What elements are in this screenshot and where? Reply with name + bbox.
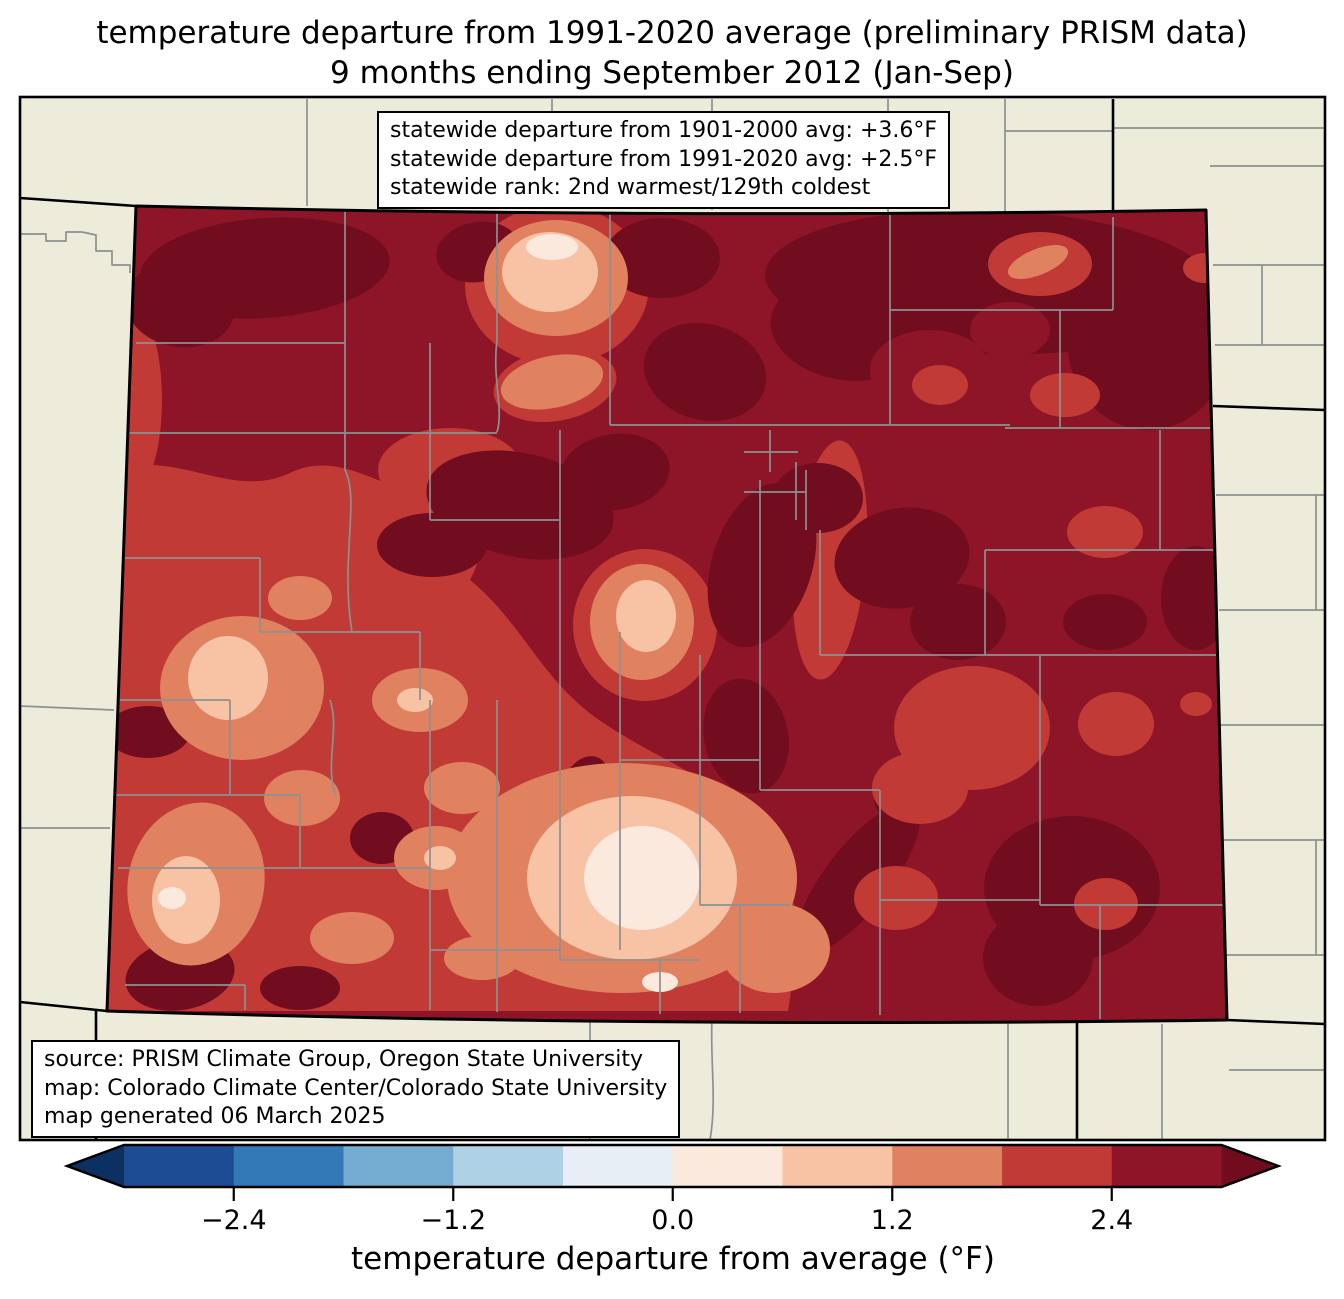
colorbar-left-arrow [67,1145,124,1187]
colorbar-tick-label: −1.2 [420,1205,487,1236]
colorbar-segments [124,1145,1223,1187]
map-axes [18,95,1327,1142]
colorbar-axis-label: temperature departure from average (°F) [351,1241,995,1277]
source-line1: source: PRISM Climate Group, Oregon Stat… [44,1047,644,1072]
colorado-county-lines [107,209,1227,1019]
colorbar-tick-label: 2.4 [1090,1205,1134,1236]
colorado-region [107,206,1227,1023]
source-line2: map: Colorado Climate Center/Colorado St… [44,1075,668,1101]
source-line3: map generated 06 March 2025 [44,1104,386,1129]
colorbar [63,1143,1282,1201]
colorbar-segment [782,1145,893,1187]
colorbar-segment [343,1145,454,1187]
colorbar-segment [892,1145,1003,1187]
statewide-stats-box: statewide departure from 1901-2000 avg: … [377,111,951,209]
colorbar-segment [1111,1145,1223,1187]
colorbar-tick-label: 0.0 [651,1205,695,1236]
source-credit-box: source: PRISM Climate Group, Oregon Stat… [31,1040,681,1138]
axes-border [18,95,1327,1142]
stats-line2: statewide departure from 1991-2020 avg: … [390,146,938,172]
title-line2: 9 months ending September 2012 (Jan-Sep) [330,55,1014,91]
colorado-state-border [105,204,1229,1025]
colorbar-segment [1002,1145,1113,1187]
colorbar-segment [453,1145,564,1187]
page-title: temperature departure from 1991-2020 ave… [0,13,1344,93]
colorbar-segment [672,1145,784,1187]
stats-line3: statewide rank: 2nd warmest/129th coldes… [390,175,871,200]
colorbar-segment [563,1145,674,1187]
colorbar-right-arrow [1221,1145,1279,1187]
stats-line1: statewide departure from 1901-2000 avg: … [390,118,938,143]
colorbar-tick-marks [232,1187,1113,1201]
colorbar-outline [63,1143,1282,1189]
colorbar-segment [124,1145,235,1187]
neighbor-state-borders [19,99,1326,1139]
contour-bands [107,206,1227,1011]
colorbar-segment [233,1145,345,1187]
colorbar-tick-label: 1.2 [870,1205,914,1236]
colorbar-tick-label: −2.4 [200,1205,267,1236]
title-line1: temperature departure from 1991-2020 ave… [96,15,1248,51]
